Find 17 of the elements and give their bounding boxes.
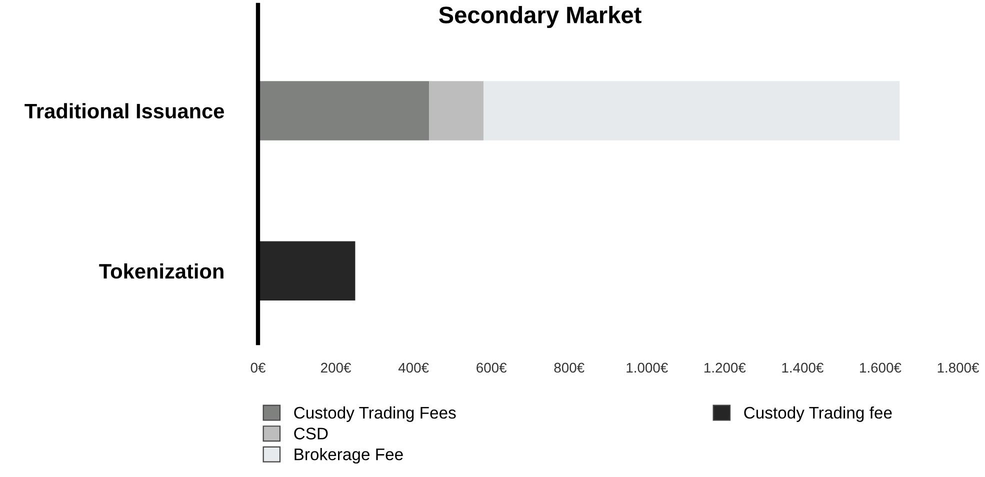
y-tick-label: Tokenization — [99, 263, 224, 279]
x-tick-label: 200€ — [321, 362, 352, 373]
chart-title: Secondary Market — [438, 6, 642, 28]
x-tick-label: 1.400€ — [782, 362, 824, 373]
legend-label: CSD — [294, 428, 328, 440]
x-tick-label: 0€ — [250, 362, 266, 373]
x-tick-label: 600€ — [476, 362, 507, 373]
x-tick-label: 400€ — [398, 362, 429, 373]
x-tick-label: 1.600€ — [860, 362, 902, 373]
legend-label: Custody Trading Fees — [294, 406, 456, 422]
x-tick-label: 1.000€ — [626, 362, 668, 373]
x-tick-label: 1.200€ — [704, 362, 746, 373]
x-tick-label: 800€ — [554, 362, 584, 373]
x-tick-label: 1.800€ — [938, 362, 980, 373]
y-tick-label: Traditional Issuance — [24, 103, 224, 118]
legend-label: Brokerage Fee — [294, 448, 403, 464]
legend-label: Custody Trading fee — [744, 406, 892, 422]
